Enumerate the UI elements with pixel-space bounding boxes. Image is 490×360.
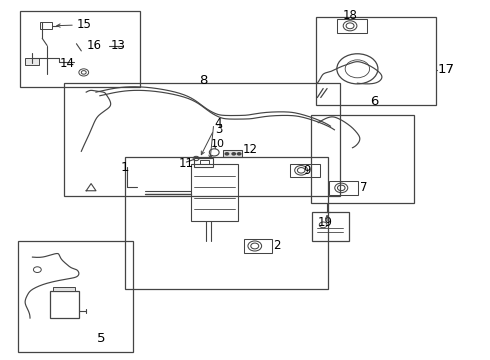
Text: 2: 2 [273, 239, 281, 252]
Text: 6: 6 [370, 95, 379, 108]
Bar [64, 83, 340, 196]
Bar [40, 22, 52, 30]
Text: 8: 8 [199, 74, 208, 87]
Bar [311, 116, 414, 203]
Bar [125, 157, 328, 289]
Text: 9: 9 [304, 164, 311, 177]
Text: 1: 1 [121, 161, 129, 174]
Bar [20, 12, 140, 87]
Bar [18, 241, 133, 352]
Bar [329, 181, 358, 195]
Bar [313, 212, 349, 241]
Bar [53, 287, 75, 291]
Text: 12: 12 [243, 143, 258, 156]
Text: 5: 5 [97, 332, 105, 345]
Text: 4: 4 [215, 117, 222, 130]
Bar [244, 239, 272, 253]
Bar [337, 19, 367, 33]
Bar [49, 291, 79, 318]
Bar [194, 158, 213, 167]
Text: 11: 11 [179, 157, 194, 170]
Text: 3: 3 [215, 123, 222, 136]
Circle shape [231, 152, 236, 156]
Circle shape [224, 152, 229, 156]
Bar [223, 150, 242, 157]
Text: 13: 13 [111, 39, 125, 52]
Bar [291, 163, 320, 177]
Text: 7: 7 [360, 181, 368, 194]
Text: 19: 19 [318, 216, 333, 229]
Bar [191, 164, 238, 221]
Text: 14: 14 [59, 57, 74, 70]
Circle shape [237, 152, 242, 156]
Text: 10: 10 [211, 139, 225, 149]
Text: 18: 18 [343, 9, 358, 22]
Bar [316, 17, 436, 105]
Bar [25, 58, 39, 65]
Bar [200, 159, 209, 164]
Text: 15: 15 [76, 18, 91, 31]
Text: 17: 17 [438, 63, 455, 76]
Text: 16: 16 [86, 39, 101, 52]
